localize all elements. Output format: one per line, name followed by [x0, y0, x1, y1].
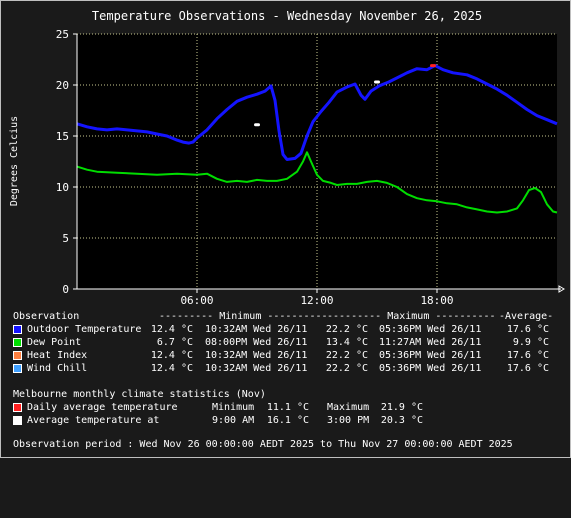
x-tick-label: 18:00 — [420, 294, 453, 307]
average-markers — [254, 64, 436, 127]
axes — [73, 33, 565, 293]
y-tick-label: 10 — [56, 181, 69, 194]
temperature-chart: Temperature Observations - Wednesday Nov… — [9, 9, 565, 307]
x-tick-labels: 06:00 12:00 18:00 — [180, 294, 453, 307]
y-tick-labels: 0 5 10 15 20 25 — [56, 28, 69, 296]
series-lines — [76, 64, 558, 214]
average-marker — [254, 123, 260, 127]
y-tick-label: 5 — [62, 232, 69, 245]
series-line-outdoor-temperature — [76, 64, 558, 161]
y-axis-label: Degrees Celcius — [9, 116, 20, 206]
chart-title: Temperature Observations - Wednesday Nov… — [92, 9, 482, 23]
series-line-dew-point — [76, 151, 558, 214]
x-axis-arrow-icon — [558, 285, 565, 293]
average-marker — [430, 64, 436, 68]
chart-frame: Temperature Observations - Wednesday Nov… — [0, 0, 571, 458]
y-tick-label: 0 — [62, 283, 69, 296]
y-tick-label: 15 — [56, 130, 69, 143]
x-tick-label: 12:00 — [300, 294, 333, 307]
average-marker — [374, 80, 380, 84]
y-tick-label: 25 — [56, 28, 69, 41]
y-tick-label: 20 — [56, 79, 69, 92]
x-tick-label: 06:00 — [180, 294, 213, 307]
